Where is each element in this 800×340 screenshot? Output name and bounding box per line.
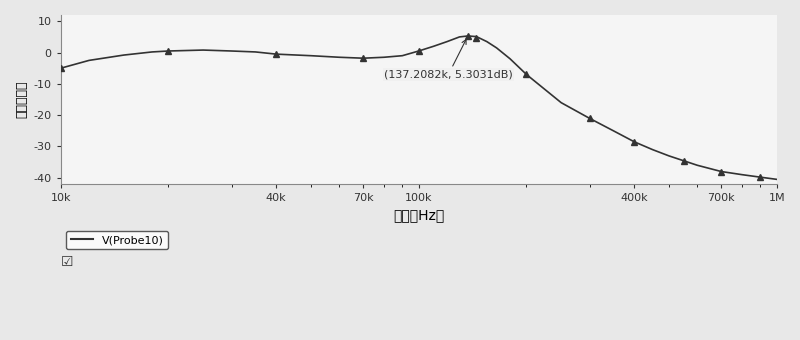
Text: (137.2082k, 5.3031dB): (137.2082k, 5.3031dB) [384,39,513,80]
X-axis label: 频率（Hz）: 频率（Hz） [393,209,444,223]
Legend: V(Probe10): V(Probe10) [66,231,168,250]
Y-axis label: 幅値（値）: 幅値（値） [15,81,28,118]
Text: ☑: ☑ [61,255,74,269]
